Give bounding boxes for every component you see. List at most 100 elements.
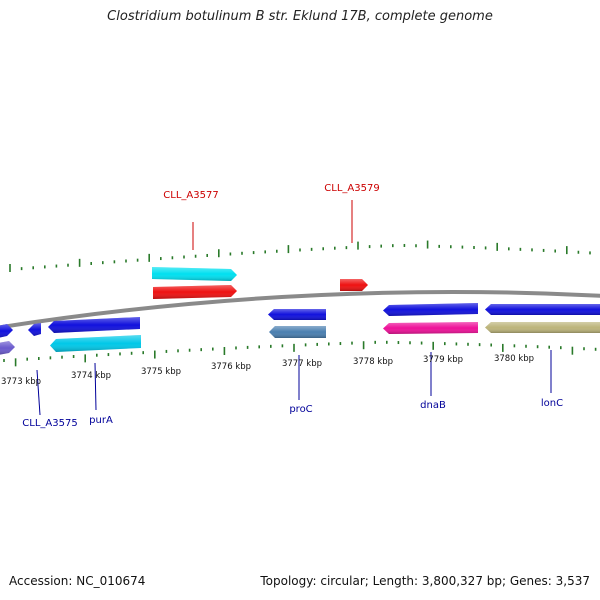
outer-tick-ring <box>9 240 591 272</box>
label-leaders <box>36 200 552 416</box>
gene-proC-cds-shade <box>269 326 326 338</box>
gene-dnaB-cds[interactable] <box>383 322 478 334</box>
outer-tick <box>403 243 406 247</box>
inner-tick <box>467 342 469 346</box>
gene-label[interactable]: CLL_A3577 <box>163 190 218 201</box>
inner-tick <box>513 344 516 348</box>
scale-label: 3773 kbp <box>1 377 41 387</box>
outer-tick <box>229 252 232 256</box>
outer-tick <box>589 251 591 255</box>
map-title: Clostridium botulinum B str. Eklund 17B,… <box>107 9 493 24</box>
gene-lonC-shade <box>485 304 600 315</box>
inner-tick-ring <box>3 340 597 367</box>
gene-label[interactable]: dnaB <box>420 400 446 411</box>
gene-label[interactable]: CLL_A3575 <box>22 418 77 429</box>
inner-tick <box>200 348 202 352</box>
outer-tick <box>461 245 464 249</box>
outer-tick <box>148 253 150 262</box>
outer-tick <box>299 248 301 252</box>
gene-proC[interactable] <box>268 309 326 320</box>
scale-label: 3774 kbp <box>71 371 111 381</box>
outer-tick <box>322 247 324 251</box>
outer-tick <box>415 244 417 248</box>
inner-tick <box>3 359 5 362</box>
gene-purA-shade <box>48 317 140 333</box>
outer-tick <box>554 249 556 253</box>
scale-label: 3776 kbp <box>211 362 251 372</box>
outer-tick <box>450 245 452 249</box>
outer-tick <box>218 249 220 258</box>
gene-purA-cds[interactable] <box>50 335 141 352</box>
outer-tick <box>102 261 104 265</box>
gene-left-partial-2[interactable] <box>0 341 15 355</box>
inner-tick <box>119 352 121 356</box>
gene-cll-a3577-shade <box>153 285 237 299</box>
outer-tick <box>206 253 208 257</box>
outer-tick <box>496 242 498 251</box>
inner-tick <box>142 351 144 355</box>
inner-tick <box>478 343 481 347</box>
gene-cll-a3579[interactable] <box>340 279 368 291</box>
scale-label: 3775 kbp <box>141 367 181 377</box>
feature-track <box>0 267 600 355</box>
gene-proC-shade <box>268 309 326 320</box>
gene-left-partial-2-shade <box>0 341 15 355</box>
genome-backbone <box>0 290 600 330</box>
gene-label[interactable]: proC <box>289 404 312 415</box>
outer-tick <box>20 267 23 271</box>
inner-tick <box>49 356 52 360</box>
outer-tick <box>44 265 46 269</box>
scale-label: 3780 kbp <box>494 354 534 364</box>
inner-tick <box>351 341 353 345</box>
gene-proC-cds[interactable] <box>269 326 326 338</box>
gene-label[interactable]: lonC <box>541 398 563 409</box>
inner-tick <box>339 342 342 346</box>
scale-label: 3779 kbp <box>423 355 463 365</box>
gene-label[interactable]: purA <box>89 415 113 426</box>
inner-tick <box>548 345 550 349</box>
outer-tick <box>334 246 336 250</box>
inner-tick <box>223 346 226 355</box>
inner-tick <box>594 347 597 351</box>
outer-tick <box>136 258 139 262</box>
inner-tick <box>490 343 492 347</box>
gene-lonC-cds-shade <box>485 322 600 333</box>
outer-tick <box>113 260 116 264</box>
gene-labels: CLL_A3577 CLL_A3579 CLL_A3575 purA proC dnaB l… <box>22 183 563 429</box>
inner-tick <box>432 341 434 350</box>
inner-tick <box>96 353 98 357</box>
gene-dnaB-shade <box>383 303 478 316</box>
gene-dnaB[interactable] <box>383 303 478 316</box>
inner-tick <box>154 350 156 359</box>
outer-tick <box>566 246 568 255</box>
inner-tick <box>444 342 446 346</box>
outer-tick <box>519 247 522 251</box>
outer-tick <box>264 250 266 254</box>
gene-purA[interactable] <box>48 317 140 333</box>
inner-tick <box>328 342 330 346</box>
outer-tick <box>310 247 313 251</box>
inner-tick <box>560 346 562 350</box>
gene-left-partial-1[interactable] <box>0 324 13 338</box>
gene-dnaB-cds-shade <box>383 322 478 334</box>
outer-tick <box>9 264 11 272</box>
outer-tick <box>426 240 429 249</box>
outer-tick <box>392 244 394 248</box>
outer-tick <box>32 266 34 270</box>
gene-cll-a3575-shade <box>28 323 41 336</box>
gene-lonC[interactable] <box>485 304 600 315</box>
inner-tick <box>258 345 260 349</box>
outer-tick <box>484 246 487 250</box>
outer-tick <box>55 264 58 268</box>
outer-tick <box>78 258 81 267</box>
inner-tick <box>84 354 86 363</box>
gene-cll-a3575[interactable] <box>28 323 41 336</box>
outer-tick <box>183 255 185 259</box>
gene-cll-a3577[interactable] <box>153 285 237 299</box>
gene-cll-a3577-cds[interactable] <box>152 267 237 281</box>
inner-tick <box>212 347 214 351</box>
gene-label[interactable]: CLL_A3579 <box>324 183 379 194</box>
gene-lonC-cds[interactable] <box>485 322 600 333</box>
inner-tick <box>397 341 400 345</box>
